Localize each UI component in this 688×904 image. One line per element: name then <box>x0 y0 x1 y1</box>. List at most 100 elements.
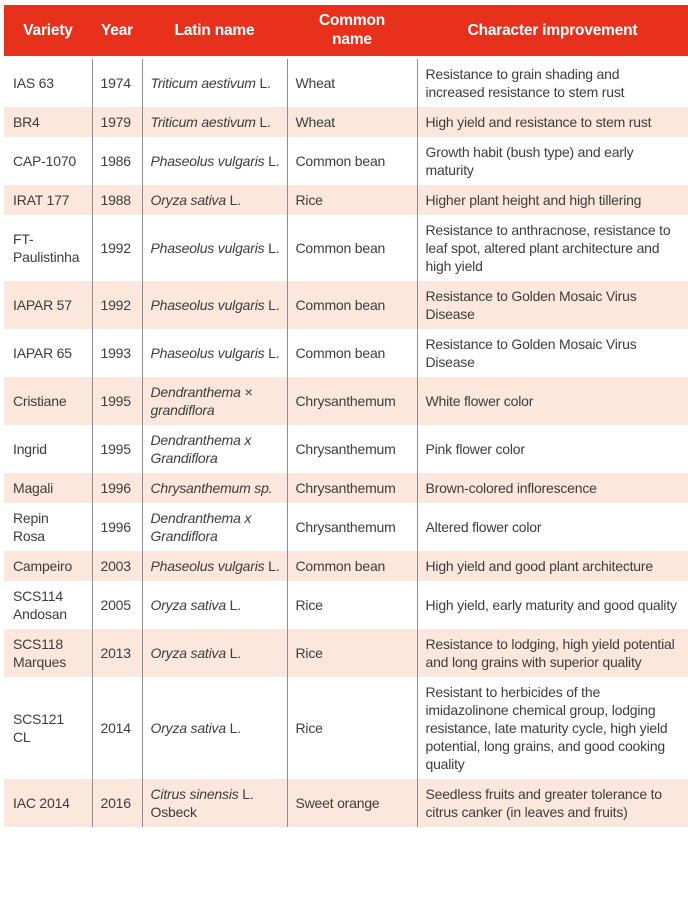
character-improvement-cell: Growth habit (bush type) and early matur… <box>416 136 688 185</box>
latin-name-authority: L. <box>255 74 271 91</box>
latin-name-authority: L. <box>255 113 271 130</box>
latin-name-italic: Triticum aestivum <box>150 113 256 130</box>
variety-improvement-table: Variety Year Latin name Common name Char… <box>4 5 688 827</box>
latin-name-cell: Chrysanthemum sp. <box>141 472 287 503</box>
latin-name-authority: L. <box>264 296 280 313</box>
latin-name-authority: L. <box>225 644 241 661</box>
variety-cell: SCS121 CL <box>13 710 64 745</box>
year-cell: 1974 <box>91 57 142 107</box>
latin-name-authority: L. <box>264 557 280 574</box>
character-improvement-cell: Resistant to herbicides of the imidazoli… <box>416 676 688 779</box>
variety-cell: CAP-1070 <box>13 152 76 169</box>
table-body: IAS 63 1974 Triticum aestivum L. Wheat Resis… <box>4 57 688 827</box>
character-improvement-cell: Brown-colored inflorescence <box>416 472 688 503</box>
latin-name-cell: Phaseolus vulgaris L. <box>141 214 287 281</box>
table-row: CAP-1070 1986 Phaseolus vulgaris L. Common … <box>4 136 688 185</box>
latin-name-italic: Chrysanthemum sp. <box>150 479 273 496</box>
latin-name-italic: Oryza sativa <box>150 596 227 613</box>
latin-name-cell: Triticum aestivum L. <box>141 106 287 137</box>
header-latin-name: Latin name <box>142 5 287 59</box>
table-row: Repin Rosa 1996 Dendranthema x Grandiflora… <box>4 502 688 551</box>
character-improvement-cell: Seedless fruits and greater tolerance to… <box>416 778 688 827</box>
variety-cell: FT-Paulistinha <box>13 230 80 265</box>
latin-name-authority: L. <box>264 344 280 361</box>
common-name-cell: Sweet orange <box>286 778 417 827</box>
latin-name-cell: Dendranthema x Grandiflora <box>141 424 287 473</box>
latin-name-italic: Phaseolus vulgaris <box>150 152 265 169</box>
year-cell: 1993 <box>91 328 142 377</box>
year-cell: 2005 <box>91 580 142 629</box>
latin-name-cell: Phaseolus vulgaris L. <box>141 136 287 185</box>
table-row: Magali 1996 Chrysanthemum sp. Chrysanthemum… <box>4 472 688 503</box>
variety-cell: BR4 <box>13 113 40 130</box>
table-row: FT-Paulistinha 1992 Phaseolus vulgaris L. C… <box>4 214 688 281</box>
header-year: Year <box>92 5 142 59</box>
latin-name-cell: Phaseolus vulgaris L. <box>141 550 287 581</box>
variety-cell: Ingrid <box>13 440 47 457</box>
character-improvement-cell: High yield and resistance to stem rust <box>416 106 688 137</box>
table-row: Cristiane 1995 Dendranthema × grandiflora C… <box>4 376 688 425</box>
common-name-cell: Rice <box>286 580 417 629</box>
variety-cell: IAC 2014 <box>13 794 70 811</box>
year-cell: 1996 <box>91 502 142 551</box>
year-cell: 2014 <box>91 676 142 779</box>
latin-name-italic: Phaseolus vulgaris <box>150 344 265 361</box>
table-row: SCS118 Marques 2013 Oryza sativa L. Rice Res… <box>4 628 688 677</box>
table-header: Variety Year Latin name Common name Char… <box>4 5 688 59</box>
latin-name-cell: Oryza sativa L. <box>141 184 287 215</box>
header-row: Variety Year Latin name Common name Char… <box>4 5 688 59</box>
variety-cell: SCS118 Marques <box>13 635 67 670</box>
year-cell: 1979 <box>91 106 142 137</box>
latin-name-cell: Oryza sativa L. <box>141 676 287 779</box>
year-cell: 1992 <box>91 214 142 281</box>
character-improvement-cell: Resistance to anthracnose, resistance to… <box>416 214 688 281</box>
common-name-cell: Common bean <box>286 550 417 581</box>
latin-name-italic: Phaseolus vulgaris <box>150 239 265 256</box>
year-cell: 2013 <box>91 628 142 677</box>
character-improvement-cell: Higher plant height and high tillering <box>416 184 688 215</box>
latin-name-cell: Dendranthema × grandiflora <box>141 376 287 425</box>
latin-name-authority: L. Osbeck <box>150 785 254 820</box>
year-cell: 2003 <box>91 550 142 581</box>
year-cell: 1995 <box>91 424 142 473</box>
common-name-cell: Chrysanthemum <box>286 502 417 551</box>
character-improvement-cell: Resistance to Golden Mosaic Virus Diseas… <box>416 328 688 377</box>
character-improvement-cell: Resistance to lodging, high yield potent… <box>416 628 688 677</box>
character-improvement-cell: Resistance to Golden Mosaic Virus Diseas… <box>416 280 688 329</box>
common-name-cell: Rice <box>286 184 417 215</box>
table-row: IAPAR 65 1993 Phaseolus vulgaris L. Common … <box>4 328 688 377</box>
variety-cell: IRAT 177 <box>13 191 70 208</box>
table-row: IAS 63 1974 Triticum aestivum L. Wheat Resis… <box>4 57 688 107</box>
character-improvement-cell: High yield, early maturity and good qual… <box>416 580 688 629</box>
character-improvement-cell: Pink flower color <box>416 424 688 473</box>
common-name-cell: Common bean <box>286 328 417 377</box>
year-cell: 1988 <box>91 184 142 215</box>
year-cell: 1996 <box>91 472 142 503</box>
character-improvement-cell: Resistance to grain shading and increase… <box>416 57 688 107</box>
latin-name-authority: L. <box>264 152 280 169</box>
latin-name-cell: Oryza sativa L. <box>141 628 287 677</box>
latin-name-cell: Phaseolus vulgaris L. <box>141 280 287 329</box>
latin-name-authority: L. <box>225 596 241 613</box>
variety-cell: IAPAR 65 <box>13 344 72 361</box>
variety-cell: Repin Rosa <box>13 509 49 544</box>
common-name-cell: Chrysanthemum <box>286 376 417 425</box>
latin-name-italic: Triticum aestivum <box>150 74 256 91</box>
latin-name-italic: Oryza sativa <box>150 719 227 736</box>
common-name-cell: Common bean <box>286 214 417 281</box>
variety-cell: Magali <box>13 479 54 496</box>
common-name-cell: Wheat <box>286 57 417 107</box>
header-common-name: Common name <box>287 5 417 59</box>
year-cell: 2016 <box>91 778 142 827</box>
character-improvement-cell: White flower color <box>416 376 688 425</box>
common-name-cell: Chrysanthemum <box>286 424 417 473</box>
table-row: IAPAR 57 1992 Phaseolus vulgaris L. Common … <box>4 280 688 329</box>
header-variety: Variety <box>4 5 92 59</box>
character-improvement-cell: High yield and good plant architecture <box>416 550 688 581</box>
year-cell: 1995 <box>91 376 142 425</box>
latin-name-italic: Dendranthema x Grandiflora <box>150 431 252 466</box>
latin-name-cell: Triticum aestivum L. <box>141 57 287 107</box>
year-cell: 1992 <box>91 280 142 329</box>
year-cell: 1986 <box>91 136 142 185</box>
